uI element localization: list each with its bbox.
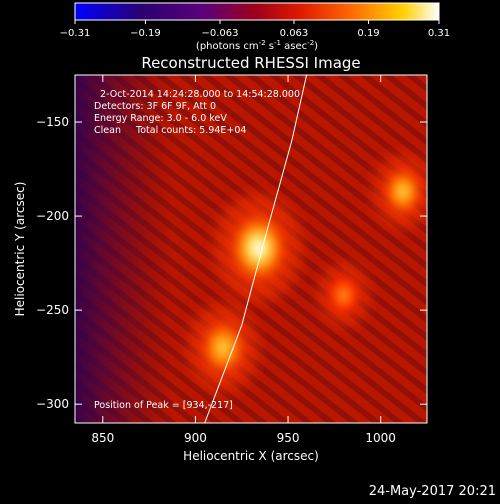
source-core — [197, 315, 250, 380]
source-core — [380, 164, 426, 219]
annotation-block: 2-Oct-2014 14:24:28.000 to 14:54:28.000 … — [94, 89, 300, 136]
emission-sources — [188, 154, 427, 392]
x-tick-label: 900 — [184, 431, 207, 445]
footer-date: 24-May-2017 20:21 — [369, 484, 496, 499]
colorbar-tick-label: 0.31 — [428, 28, 450, 39]
colorbar: −0.31 −0.19 −0.063 0.063 0.19 0.31 (photons c… — [60, 2, 450, 52]
source-core — [325, 272, 362, 318]
x-axis: 850 900 950 1000 — [91, 75, 396, 445]
colorbar-unit-label: (photons cm-2 s-1 asec-2) — [196, 39, 318, 52]
y-axis-label: Heliocentric Y (arcsec) — [13, 182, 27, 317]
colorbar-tick-label: −0.31 — [60, 28, 91, 39]
annotation-energy-range: Energy Range: 3.0 - 6.0 keV — [94, 113, 227, 124]
colorbar-tick-label: −0.063 — [202, 28, 239, 39]
heatmap-image — [75, 75, 427, 423]
colorbar-tick-label: 0.063 — [280, 28, 309, 39]
solar-limb-line — [204, 74, 308, 424]
source-core — [226, 208, 291, 288]
chart-title: Reconstructed RHESSI Image — [141, 54, 360, 72]
y-tick-label: −150 — [36, 115, 69, 129]
x-tick-label: 950 — [277, 431, 300, 445]
plot-frame — [74, 74, 428, 424]
x-tick-label: 1000 — [365, 431, 396, 445]
x-axis-label: Heliocentric X (arcsec) — [183, 449, 319, 463]
annotation-clean-counts: Clean Total counts: 5.94E+04 — [94, 125, 246, 136]
peak-position-label: Position of Peak = [934,-217] — [94, 400, 233, 411]
annotation-time-range: 2-Oct-2014 14:24:28.000 to 14:54:28.000 — [100, 89, 300, 100]
y-tick-label: −250 — [36, 303, 69, 317]
colorbar-tick-label: −0.19 — [130, 28, 161, 39]
colorbar-ticks: −0.31 −0.19 −0.063 0.063 0.19 0.31 — [60, 20, 450, 39]
y-tick-label: −200 — [36, 209, 69, 223]
x-tick-label: 850 — [91, 431, 114, 445]
y-axis: −150 −200 −250 −300 — [36, 115, 427, 411]
colorbar-gradient — [74, 2, 440, 21]
annotation-detectors: Detectors: 3F 6F 9F, Att 0 — [94, 101, 216, 112]
colorbar-tick-label: 0.19 — [357, 28, 379, 39]
y-tick-label: −300 — [36, 397, 69, 411]
